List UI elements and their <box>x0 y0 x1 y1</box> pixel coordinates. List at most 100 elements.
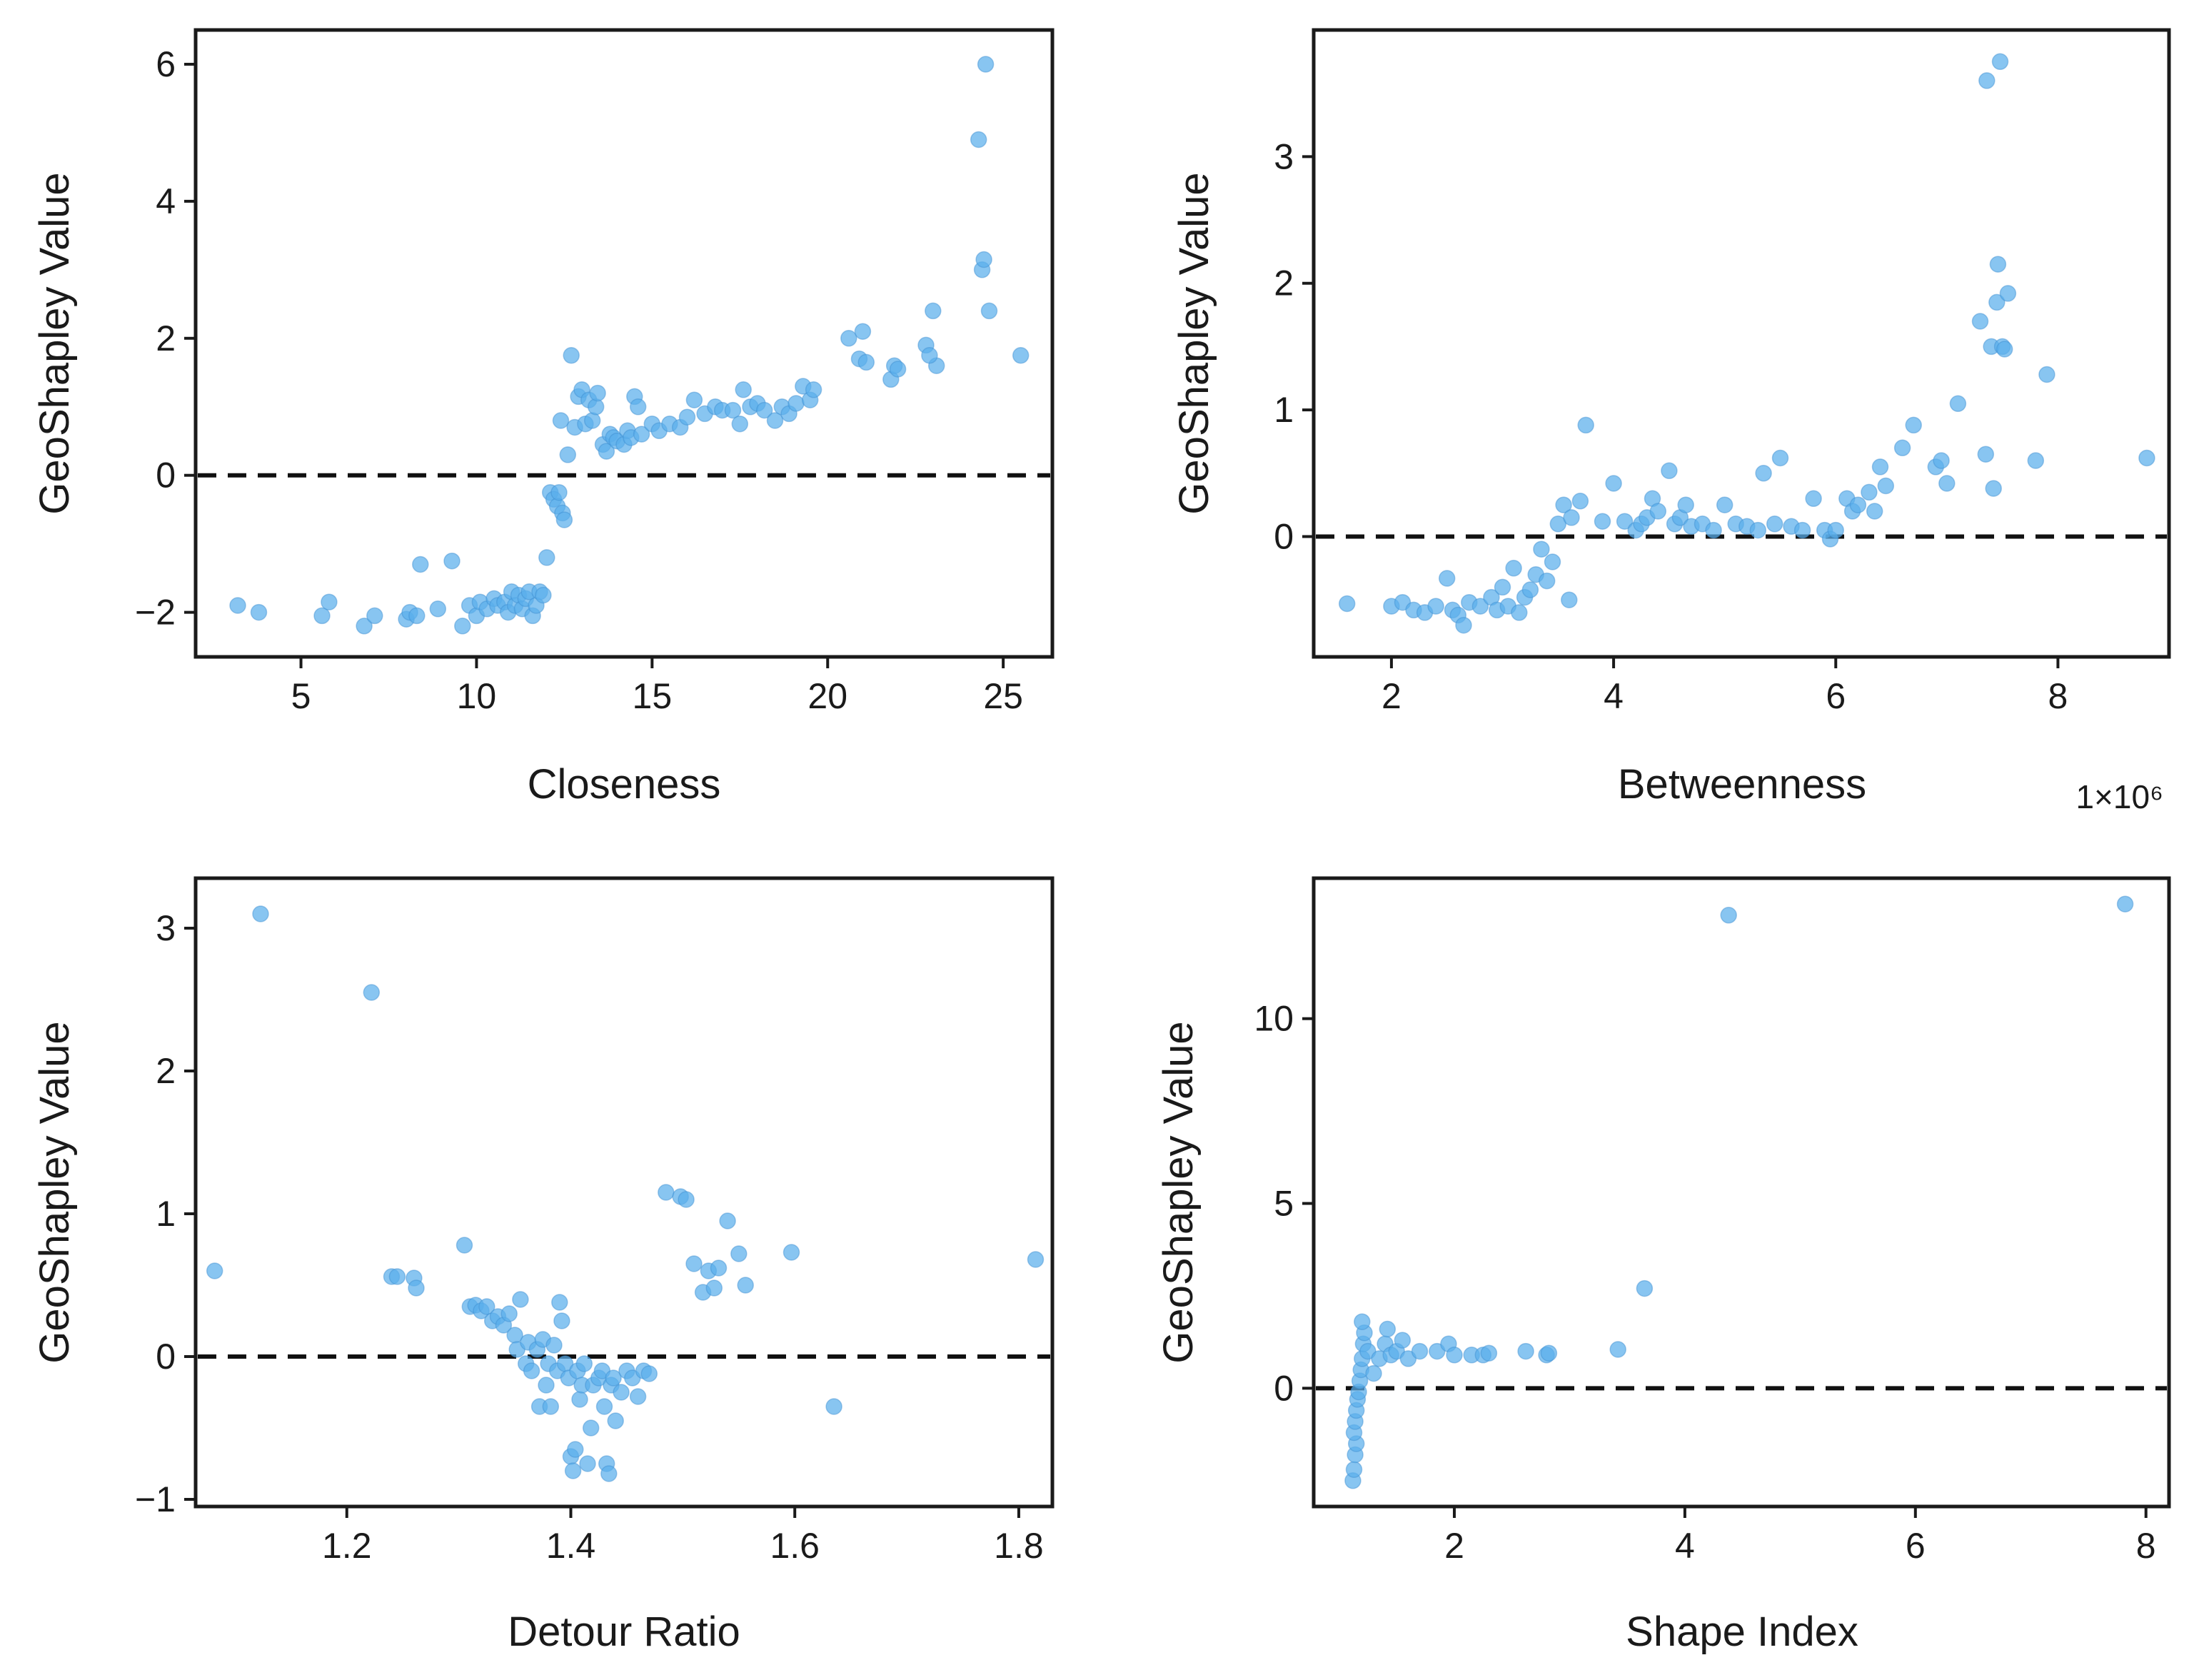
data-point <box>429 600 447 618</box>
data-point <box>589 384 606 402</box>
x-tick-label: 25 <box>983 676 1023 716</box>
data-point <box>593 1362 611 1379</box>
data-point <box>1805 490 1822 508</box>
data-point <box>1379 1320 1397 1338</box>
data-point <box>1471 598 1489 615</box>
data-point <box>1538 572 1556 590</box>
data-point <box>766 412 784 429</box>
data-point <box>555 511 573 528</box>
data-point <box>1609 1341 1626 1358</box>
data-point <box>1540 1344 1558 1362</box>
data-point <box>2116 895 2134 912</box>
data-point <box>1755 465 1772 482</box>
data-point <box>250 603 268 621</box>
data-point <box>1988 293 2006 311</box>
data-point <box>1793 521 1811 539</box>
panel-shape-index: Shape Index GeoShapley Value 2 4 6 8 0 5 10 <box>1155 876 2171 1655</box>
y-tick-label: 3 <box>1274 136 1294 176</box>
data-point <box>1429 1342 1446 1360</box>
data-point <box>889 361 907 378</box>
data-point <box>825 1398 842 1415</box>
x-axis-label: Closeness <box>528 761 721 808</box>
data-point <box>563 347 580 364</box>
panel-betweenness: Betweenness GeoShapley Value 1×10⁶ 2 4 6 8 0… <box>1171 28 2171 815</box>
data-point <box>542 1398 560 1415</box>
data-point <box>571 1391 588 1408</box>
data-point <box>1571 493 1589 510</box>
y-tick-label: −1 <box>135 1479 176 1519</box>
y-tick-label: 0 <box>1274 516 1294 556</box>
plot-frame <box>193 876 1055 1509</box>
data-point <box>1394 1332 1411 1349</box>
data-point <box>629 398 647 416</box>
plot-frame <box>1312 876 2171 1509</box>
x-tick-label: 1.4 <box>546 1526 596 1566</box>
data-point <box>2027 452 2045 469</box>
x-tick-label: 8 <box>2136 1526 2156 1566</box>
data-point <box>1563 509 1580 526</box>
data-point <box>1827 521 1844 539</box>
data-point <box>575 1355 593 1372</box>
data-point <box>567 1441 584 1458</box>
data-point <box>1561 591 1578 608</box>
y-tick-label: 1 <box>156 1194 176 1234</box>
data-point <box>607 1412 624 1429</box>
data-point <box>388 1268 406 1285</box>
data-point <box>551 1294 568 1311</box>
data-point <box>787 395 805 412</box>
data-point <box>356 618 373 635</box>
data-point <box>1771 449 1789 467</box>
data-point <box>719 1212 736 1229</box>
data-point <box>443 552 461 570</box>
data-point <box>206 1262 223 1279</box>
data-point <box>408 1279 425 1297</box>
data-point <box>1359 1342 1377 1360</box>
data-point <box>1549 515 1567 533</box>
data-point <box>523 1362 540 1379</box>
data-point <box>564 1462 582 1479</box>
data-point <box>313 607 331 625</box>
y-tick-label: 4 <box>156 181 176 221</box>
x-scale-label: 1×10⁶ <box>2075 778 2163 815</box>
y-tick-label: 2 <box>156 1051 176 1091</box>
data-point <box>1871 458 1889 476</box>
data-point <box>1649 503 1667 520</box>
y-axis-label: GeoShapley Value <box>31 1021 78 1363</box>
y-tick-label: 3 <box>156 908 176 948</box>
data-point <box>583 412 601 429</box>
data-point <box>1521 581 1539 598</box>
y-tick-label: 2 <box>156 318 176 358</box>
y-tick-label: 1 <box>1274 390 1294 430</box>
data-point <box>1517 1342 1534 1360</box>
y-tick-label: 0 <box>156 1337 176 1377</box>
data-point <box>1533 540 1550 558</box>
data-point <box>755 401 773 419</box>
x-tick-label: 5 <box>291 676 311 716</box>
data-point <box>1996 341 2013 358</box>
data-point <box>613 1384 630 1401</box>
data-point <box>1991 53 2009 71</box>
data-point <box>1411 1342 1429 1360</box>
data-point <box>512 1291 529 1308</box>
x-tick-label: 15 <box>633 676 673 716</box>
y-tick-label: 0 <box>156 456 176 496</box>
data-point <box>783 1244 800 1261</box>
x-tick-label: 10 <box>457 676 497 716</box>
data-point <box>252 905 269 922</box>
data-point <box>1938 475 1956 492</box>
data-point <box>975 251 992 268</box>
x-tick-label: 4 <box>1604 676 1624 716</box>
data-point <box>579 1455 596 1472</box>
x-tick-label: 1.6 <box>770 1526 820 1566</box>
data-point <box>854 323 872 340</box>
data-point <box>1877 477 1895 495</box>
data-point <box>840 330 857 347</box>
data-point <box>633 426 650 443</box>
data-point <box>1905 416 1922 434</box>
data-point <box>598 443 615 460</box>
plot-frame <box>1312 28 2171 659</box>
data-point <box>1455 616 1472 634</box>
data-point <box>538 549 555 566</box>
data-point <box>921 347 938 364</box>
x-tick-label: 1.8 <box>994 1526 1044 1566</box>
